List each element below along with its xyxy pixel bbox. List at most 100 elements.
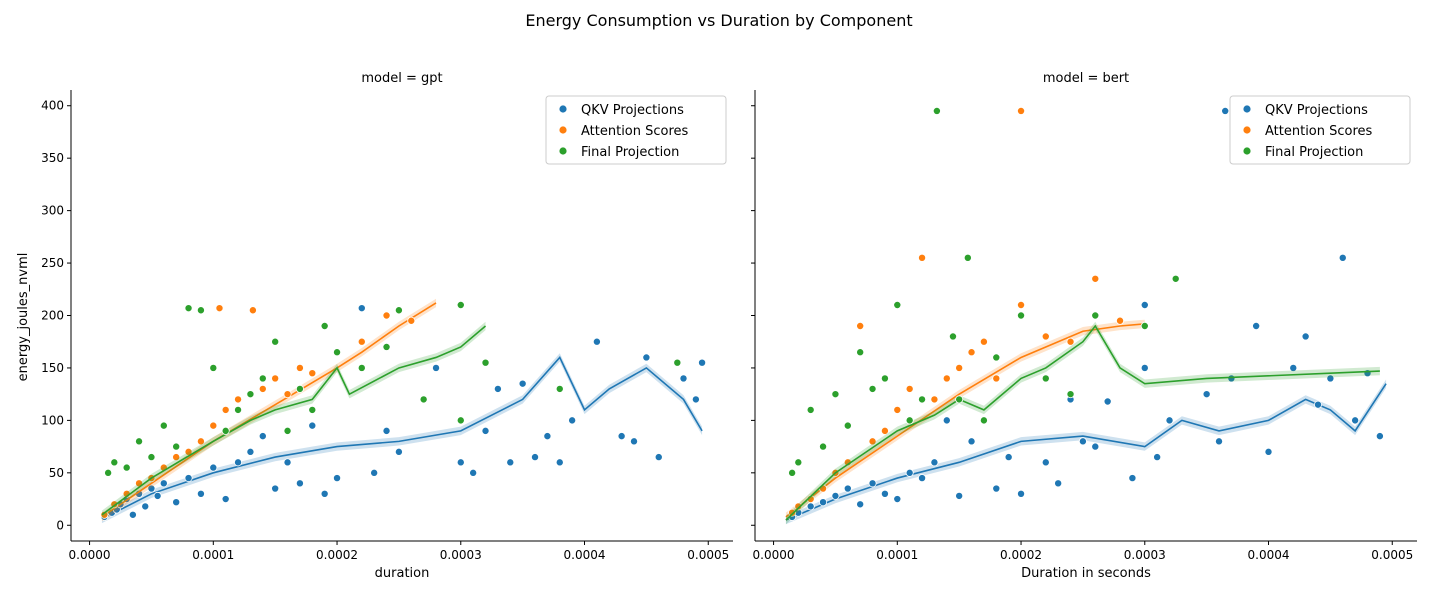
y-tick-label: 0 — [56, 518, 64, 532]
scatter-point — [1221, 106, 1230, 115]
scatter-point — [196, 437, 205, 446]
scatter-point — [955, 491, 964, 500]
scatter-point — [147, 453, 156, 462]
legend: QKV Projections Attention Scores Final Pro… — [545, 95, 727, 165]
scatter-point — [679, 374, 688, 383]
panel-title: model = gpt — [361, 71, 442, 86]
scatter-point — [1091, 274, 1100, 283]
scatter-point — [930, 395, 939, 404]
scatter-point — [1171, 274, 1180, 283]
scatter-point — [172, 498, 181, 507]
scatter-point — [1202, 390, 1211, 399]
scatter-point — [1128, 474, 1137, 483]
scatter-point — [788, 468, 797, 477]
legend-entry: QKV Projections — [1265, 103, 1368, 118]
scatter-point — [110, 458, 119, 467]
scatter-point — [308, 405, 317, 414]
panel-bert: model = bert 0.0000 0.0001 0.0002 0.0003 0.00… — [751, 71, 1417, 581]
scatter-point — [234, 458, 243, 467]
scatter-point — [1375, 432, 1384, 441]
scatter-point — [147, 484, 156, 493]
scatter-point — [209, 363, 218, 372]
scatter-point — [1091, 311, 1100, 320]
scatter-point — [271, 337, 280, 346]
scatter-point — [893, 301, 902, 310]
scatter-point — [295, 479, 304, 488]
legend-entry: Final Projection — [581, 145, 679, 160]
scatter-point — [320, 489, 329, 498]
scatter-point — [258, 432, 267, 441]
scatter-point — [918, 253, 927, 262]
confidence-band — [785, 321, 1380, 525]
x-tick-label: 0.0003 — [440, 548, 482, 562]
scatter-point — [788, 508, 797, 517]
x-tick-label: 0.0004 — [564, 548, 606, 562]
scatter-point — [893, 495, 902, 504]
scatter-point — [673, 358, 682, 367]
scatter-point — [1054, 479, 1063, 488]
trend-line — [101, 302, 437, 518]
scatter-point — [456, 416, 465, 425]
scatter-point — [1017, 311, 1026, 320]
scatter-point — [141, 502, 150, 511]
scatter-point — [333, 474, 342, 483]
scatter-point — [543, 432, 552, 441]
confidence-band — [101, 321, 486, 519]
scatter-point — [843, 484, 852, 493]
scatter-point — [295, 384, 304, 393]
y-tick-label: 400 — [41, 99, 64, 113]
scatter-point — [1004, 453, 1013, 462]
scatter-point — [794, 458, 803, 467]
y-tick-label: 150 — [41, 361, 64, 375]
scatter-point — [122, 463, 131, 472]
x-tick-label: 0.0003 — [1124, 548, 1166, 562]
scatter-point — [1066, 337, 1075, 346]
scatter-point — [283, 426, 292, 435]
scatter-point — [1338, 253, 1347, 262]
x-tick-label: 0.0004 — [1248, 548, 1290, 562]
scatter-point — [880, 426, 889, 435]
chart-title: Energy Consumption vs Duration by Compon… — [525, 11, 912, 30]
scatter-point — [234, 395, 243, 404]
legend-entry: Final Projection — [1265, 145, 1363, 160]
scatter-point — [1103, 397, 1112, 406]
scatter-point — [592, 337, 601, 346]
scatter-point — [691, 395, 700, 404]
scatter-point — [159, 479, 168, 488]
scatter-point — [128, 510, 137, 519]
scatter-point — [221, 426, 230, 435]
scatter-point — [979, 416, 988, 425]
trend-line — [101, 325, 487, 516]
scatter-point — [295, 363, 304, 372]
scatter-point — [196, 306, 205, 315]
scatter-point — [856, 348, 865, 357]
scatter-point — [905, 416, 914, 425]
scatter-point — [555, 384, 564, 393]
legend-entry: QKV Projections — [581, 103, 684, 118]
scatter-point — [221, 405, 230, 414]
scatter-point — [1078, 437, 1087, 446]
scatter-point — [967, 348, 976, 357]
scatter-point — [992, 374, 1001, 383]
scatter-point — [942, 374, 951, 383]
scatter-point — [806, 405, 815, 414]
scatter-point — [831, 491, 840, 500]
confidence-band — [101, 298, 437, 522]
scatter-point — [370, 468, 379, 477]
scatter-point — [617, 432, 626, 441]
trend-line — [785, 324, 1380, 521]
scatter-point — [1140, 301, 1149, 310]
scatter-point — [196, 489, 205, 498]
x-tick-label: 0.0000 — [753, 548, 795, 562]
scatter-point — [967, 437, 976, 446]
legend-entry: Attention Scores — [581, 124, 689, 139]
scatter-point — [432, 363, 441, 372]
series-qkv-projections — [100, 304, 707, 524]
series-attention-scores — [785, 106, 1145, 522]
scatter-point — [932, 106, 941, 115]
legend-marker — [1243, 147, 1251, 155]
scatter-point — [843, 421, 852, 430]
scatter-point — [283, 390, 292, 399]
scatter-point — [100, 510, 109, 519]
scatter-point — [271, 484, 280, 493]
